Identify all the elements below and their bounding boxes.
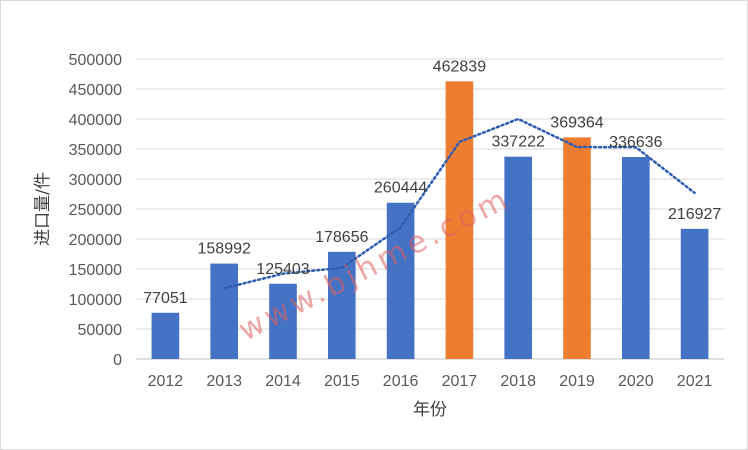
y-axis-ticks: 0 50000 100000 150000 200000 250000 300000 3500… [69,52,122,369]
x-tick-label: 2021 [677,373,713,390]
x-tick-label: 2018 [500,373,536,390]
y-tick-label: 500000 [69,52,122,69]
trendline [222,117,696,290]
y-tick-label: 350000 [69,142,122,159]
bars [151,81,709,359]
data-labels: 77051 158992 125403 178656 260444 462839 33722… [143,58,721,306]
y-tick-label: 100000 [69,292,122,309]
y-tick-label: 300000 [69,172,122,189]
data-label: 369364 [550,114,603,131]
bar-2012 [151,312,180,359]
y-axis-title: 进口量/件 [33,172,53,246]
x-tick-label: 2017 [442,373,478,390]
x-tick-label: 2020 [618,373,654,390]
bar-2018 [504,156,533,359]
data-label: 216927 [668,206,721,223]
bar-2013 [210,263,239,359]
x-axis-title: 年份 [413,400,447,420]
data-label: 77051 [143,290,188,307]
y-tick-label: 0 [113,352,122,369]
x-tick-label: 2013 [206,373,242,390]
bar-2021 [680,228,709,359]
y-tick-label: 250000 [69,202,122,219]
x-tick-label: 2015 [324,373,360,390]
data-label: 336636 [609,134,662,151]
x-tick-label: 2019 [559,373,595,390]
y-tick-label: 450000 [69,82,122,99]
data-label: 178656 [315,229,368,246]
data-label: 462839 [433,58,486,75]
x-axis-ticks: 2012 2013 2014 2015 2016 2017 2018 2019 2020 2021 [148,373,713,390]
bar-2017 [445,81,474,359]
y-tick-label: 400000 [69,112,122,129]
data-label: 125403 [256,261,309,278]
data-label: 158992 [198,241,251,258]
bar-2019 [563,137,591,359]
data-label: 260444 [374,180,427,197]
data-label: 337222 [492,134,545,151]
bar-2020 [621,157,650,359]
x-tick-label: 2014 [265,373,301,390]
y-tick-label: 200000 [69,232,122,249]
x-tick-label: 2012 [148,373,184,390]
x-tick-label: 2016 [383,373,419,390]
bar-2014 [269,283,297,359]
y-tick-label: 150000 [69,262,122,279]
y-tick-label: 50000 [78,322,123,339]
